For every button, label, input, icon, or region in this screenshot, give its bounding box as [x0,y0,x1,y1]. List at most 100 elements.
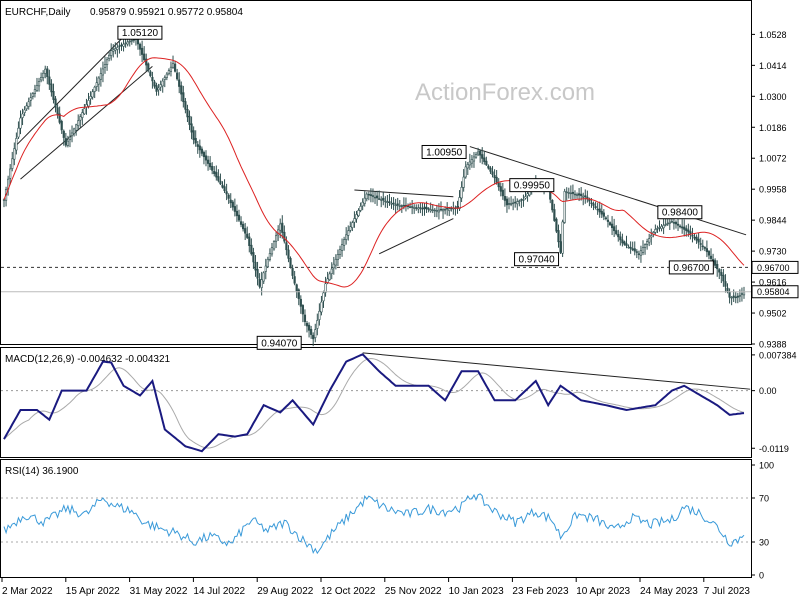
candle-body [97,77,100,85]
candle-body [81,112,84,118]
candle-body [672,222,676,224]
candle-body [487,165,490,169]
trendline [16,28,133,146]
macd-signal-line [3,357,745,449]
candle-body [52,91,55,100]
candle-body [338,249,342,255]
candle-body [621,239,624,244]
candle-body [722,274,725,282]
candle-body [635,251,638,253]
candle-body [386,201,389,203]
candle-body [70,132,74,137]
candle-body [623,241,626,245]
candle-body [728,291,731,298]
candle-body [551,199,554,211]
price-tick-label: 1.0528 [759,30,787,40]
candle-body [567,192,570,194]
level-label: 0.98400 [662,208,699,219]
candle-body [112,49,115,52]
candle-body [143,53,146,61]
candle-body [301,305,304,315]
candle-body [584,195,587,198]
candle-body [441,209,445,212]
candle-body [167,70,171,75]
candle-body [448,208,451,211]
candle-body [221,184,224,188]
candle-body [93,86,96,92]
candle-body [165,73,168,78]
candle-body [619,236,622,241]
candle-body [171,63,175,68]
candle-body [56,107,59,116]
candle-body [392,202,395,205]
candle-body [683,226,686,230]
candle-body [707,251,711,256]
candle-body [254,261,257,271]
level-label-box [514,252,560,267]
candle-body [625,243,628,246]
ohlc-values: 0.95879 0.95921 0.95772 0.95804 [90,7,243,18]
candle-body [120,44,123,47]
candle-body [505,198,509,206]
price-tick-label: 0.9730 [759,247,787,257]
candle-body [569,192,572,195]
candle-body [662,225,665,229]
candle-body [709,255,713,259]
candle-body [79,116,82,121]
candle-body [349,226,352,231]
candle-body [408,206,412,208]
candle-body [646,241,649,245]
candle-body [429,209,432,212]
candle-body [637,253,640,255]
candle-body [262,272,265,282]
candle-body [196,144,199,147]
rsi-tick-label: 100 [759,461,774,471]
candle-body [72,128,76,135]
candle-body [563,191,566,223]
candle-body [353,218,356,223]
candle-body [417,207,420,210]
candle-body [489,167,492,172]
candle-body [738,295,741,297]
candle-body [15,138,18,151]
candle-body [256,269,259,279]
candle-body [435,210,438,212]
candle-body [615,230,618,235]
candle-body [557,230,560,243]
candle-body [600,210,603,215]
price-tick-label: 0.9388 [759,340,787,350]
candle-body [732,295,735,298]
candle-body [427,208,430,210]
candle-body [351,222,354,228]
candle-body [633,248,636,252]
macd-line [3,353,745,453]
candle-body [11,158,14,169]
candle-body [380,199,383,201]
candle-body [64,138,67,146]
candle-body [456,206,459,208]
trendline [469,146,747,236]
rsi-panel [0,459,752,578]
candle-body [248,236,251,246]
candle-body [466,164,469,169]
candle-body [161,80,164,87]
candle-body [209,163,212,168]
candle-body [130,40,133,42]
candle-body [330,268,333,274]
candle-body [577,193,581,196]
candle-body [610,223,614,228]
candle-body [497,182,500,188]
candle-body [33,89,37,94]
candle-body [157,87,160,91]
candle-body [687,229,690,233]
date-tick-label: 7 Jul 2023 [704,586,751,597]
candle-body [347,230,350,236]
candle-body [590,202,593,204]
level-label-box [117,25,163,40]
candle-body [423,206,426,210]
date-tick-label: 10 Apr 2023 [576,586,630,597]
candle-body [60,121,63,131]
candle-body [483,157,486,162]
candle-body [695,236,698,241]
candle-body [507,203,511,205]
